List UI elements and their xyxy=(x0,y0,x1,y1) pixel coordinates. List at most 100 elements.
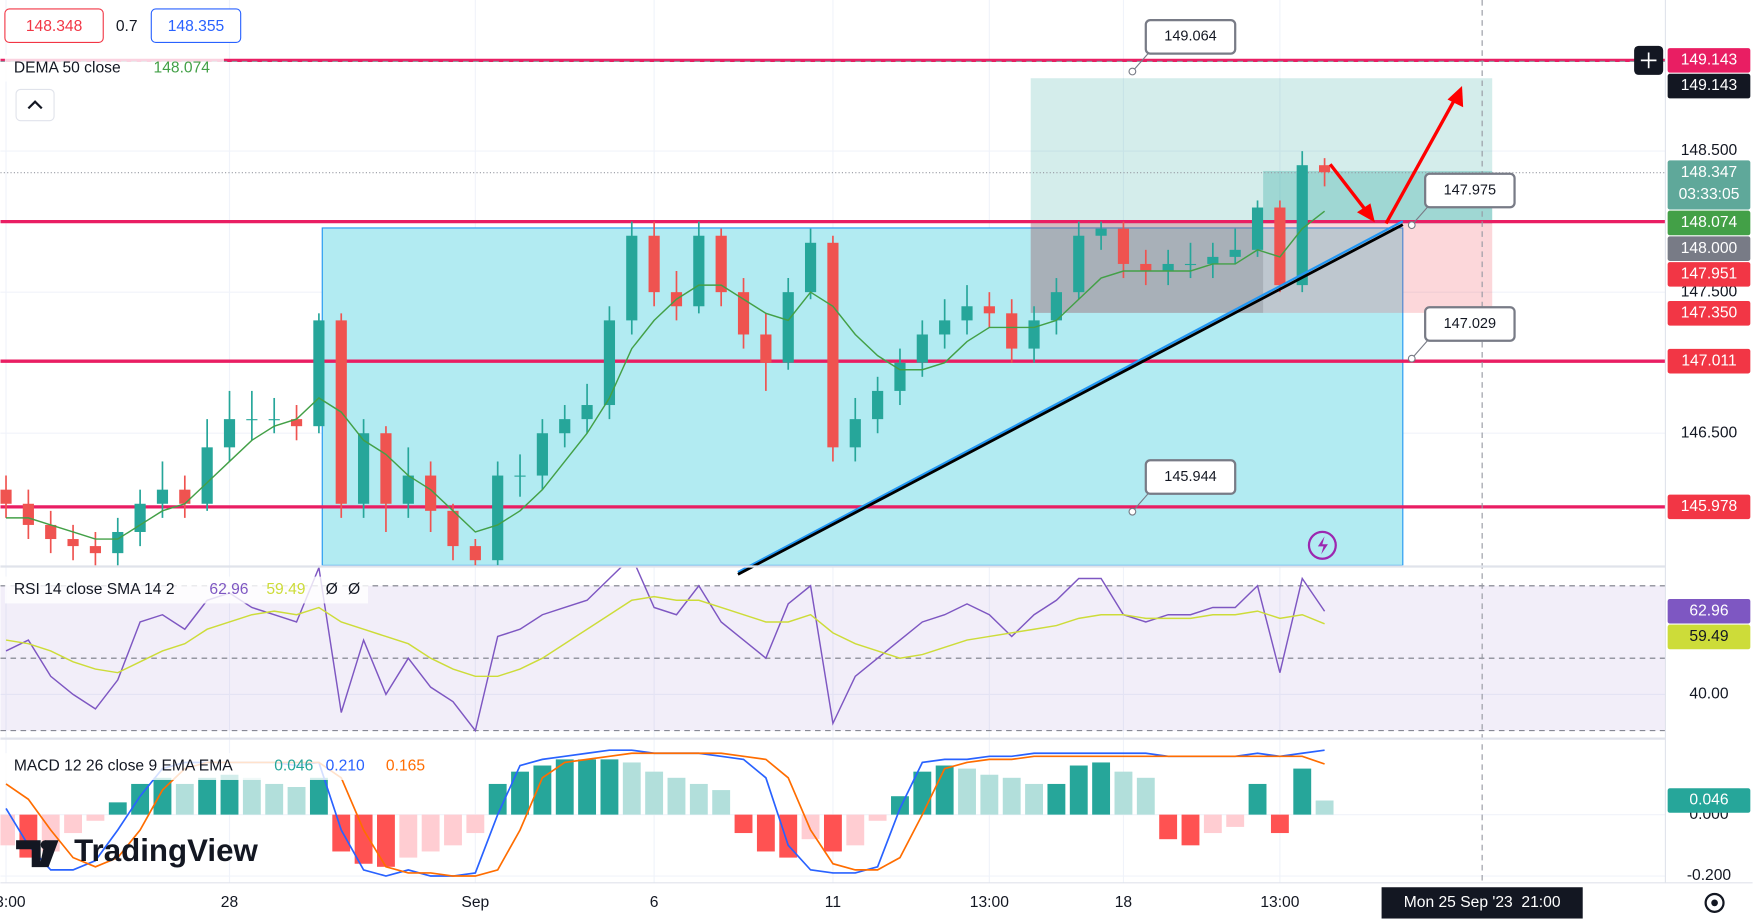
candle-body xyxy=(447,510,459,547)
candle-body xyxy=(1117,228,1130,264)
na-label: Ø xyxy=(326,581,338,598)
arrow-down xyxy=(1328,163,1370,215)
candle-body xyxy=(156,489,169,504)
brand-dot xyxy=(40,840,50,850)
callout-leader xyxy=(1131,53,1149,72)
histogram-bar xyxy=(153,777,172,815)
plus-icon xyxy=(1640,52,1657,69)
histogram-bar xyxy=(0,814,15,846)
candle-body xyxy=(22,503,34,525)
arrow-head xyxy=(1447,86,1464,108)
x-tick-label: Sep xyxy=(461,894,489,911)
histogram-bar xyxy=(734,814,753,834)
callout-box xyxy=(1424,306,1516,342)
level-label-text: 148.000 xyxy=(1681,240,1738,257)
rsi-band xyxy=(0,585,1666,731)
candle-body xyxy=(246,419,258,421)
histogram-bar xyxy=(689,783,708,815)
callout-box xyxy=(1424,172,1516,209)
candle-body xyxy=(715,235,727,293)
candle-body xyxy=(916,334,928,363)
histogram-bar xyxy=(309,777,328,815)
callout-label: 149.064 xyxy=(1164,29,1216,45)
candle-body xyxy=(0,489,12,504)
histogram-bar xyxy=(1114,771,1133,815)
candle-body xyxy=(983,306,995,314)
x-tick-label: 6 xyxy=(650,894,659,911)
candle-body xyxy=(648,235,660,293)
level-label xyxy=(1667,348,1751,374)
histogram-bar xyxy=(242,777,261,815)
candle-body xyxy=(358,433,370,504)
x-tick-label: 11 xyxy=(825,894,841,911)
candle-body xyxy=(1319,165,1331,173)
histogram-bar xyxy=(958,768,976,815)
level-label xyxy=(1667,236,1751,261)
settings-icon[interactable] xyxy=(1704,892,1725,913)
bid-box[interactable] xyxy=(4,8,104,44)
candle-body xyxy=(939,320,951,335)
histogram-bar xyxy=(1270,814,1289,834)
histogram-bar xyxy=(86,814,105,821)
histogram-bar xyxy=(287,787,306,815)
level-label xyxy=(1667,494,1751,520)
indicator-value: 148.074 xyxy=(154,59,211,76)
candle-body xyxy=(872,390,884,420)
histogram-bar xyxy=(1315,800,1334,815)
histogram-bar xyxy=(645,771,664,815)
histogram-bar xyxy=(354,814,373,864)
marker-label xyxy=(1667,301,1751,326)
candle-body xyxy=(425,475,437,511)
last-price-label-text: 148.347 xyxy=(1681,164,1737,181)
marker-label xyxy=(1667,262,1751,287)
settings-dot xyxy=(1711,899,1718,907)
candle-body xyxy=(961,306,973,321)
brand: TradingView xyxy=(74,833,258,868)
histogram-bar xyxy=(198,777,217,815)
candle-body xyxy=(1006,313,1018,349)
arrow-up xyxy=(1384,97,1457,225)
histogram-bar xyxy=(332,814,351,852)
labels: 13:0028Sep61113:001813:00146.500147.5001… xyxy=(0,45,1751,919)
histogram-bar xyxy=(1025,783,1043,815)
candle-body xyxy=(1229,249,1241,257)
candle-body xyxy=(760,334,772,363)
histogram-bar xyxy=(1136,777,1155,815)
indicator-label xyxy=(1667,210,1751,236)
candle-body xyxy=(112,531,124,554)
callout-label: 147.975 xyxy=(1444,182,1496,198)
candle-body xyxy=(67,539,79,547)
ask-box[interactable] xyxy=(150,8,242,44)
candle-body xyxy=(894,362,906,391)
legend-bg xyxy=(4,753,443,780)
collapse-button[interactable] xyxy=(15,88,55,122)
callout-box xyxy=(1144,19,1237,55)
event-icon[interactable] xyxy=(1307,530,1337,560)
level-label xyxy=(1667,48,1751,73)
callout-dot xyxy=(1128,67,1137,76)
histogram-value: 0.046 xyxy=(274,758,313,775)
bid-price: 148.348 xyxy=(26,18,83,35)
candle-body xyxy=(1296,165,1308,286)
drawings: 149.064 147.975 147.029 145.944 xyxy=(0,0,1666,883)
indicator-label-text: 148.074 xyxy=(1681,214,1738,231)
rsi-value-label xyxy=(1667,598,1751,624)
histogram-bar xyxy=(1047,783,1066,815)
price-axis xyxy=(1665,0,1753,923)
histogram-bar xyxy=(1159,814,1178,840)
candle-body xyxy=(134,503,146,532)
level-label-text: 147.011 xyxy=(1681,352,1736,369)
candle-body xyxy=(1162,263,1174,272)
rsi-title: RSI 14 close SMA 14 2 xyxy=(14,581,175,598)
candle-body xyxy=(626,235,638,321)
rsi-line xyxy=(5,595,1325,678)
callout-dot xyxy=(1407,221,1416,230)
histogram-bar xyxy=(1226,814,1245,827)
callout-leader xyxy=(1411,340,1428,359)
signal-value: 0.165 xyxy=(386,758,425,775)
histogram-bar xyxy=(891,796,909,815)
candle-body xyxy=(1251,207,1264,250)
candle-body xyxy=(268,419,280,421)
candle-body xyxy=(492,475,504,561)
